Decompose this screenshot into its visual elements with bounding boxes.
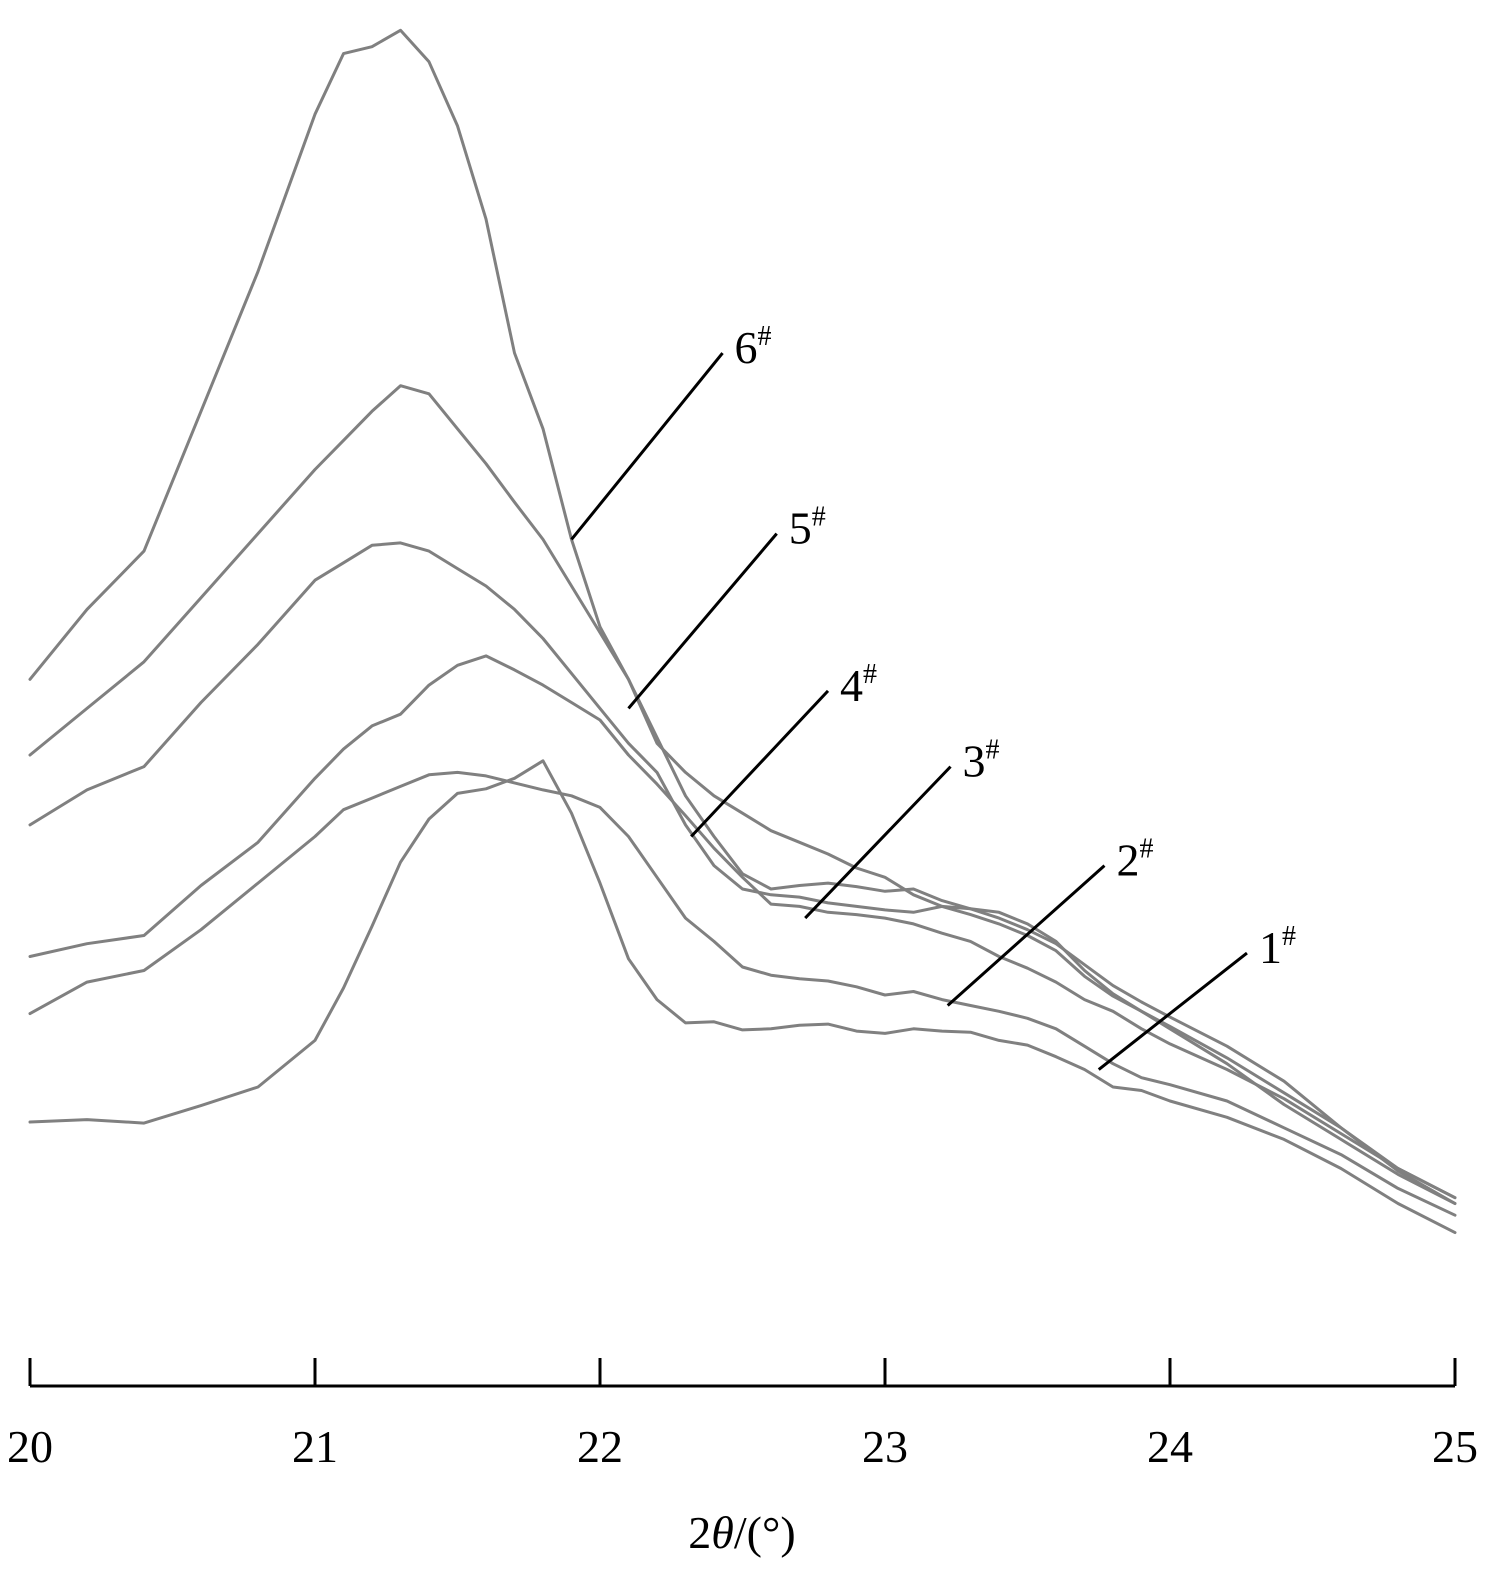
x-tick-label-25: 25 <box>1432 1421 1478 1472</box>
series-label-layer: 1#2#3#4#5#6# <box>735 321 1296 973</box>
series-label-1: 1# <box>1259 921 1296 973</box>
series-label-superscript: # <box>986 735 1000 766</box>
series-label-number: 4 <box>840 660 863 711</box>
series-line-5 <box>28 384 1457 1205</box>
series-label-5: 5# <box>789 502 826 554</box>
series-line-1 <box>28 759 1457 1235</box>
series-line-6 <box>28 28 1457 1200</box>
series-label-number: 3 <box>963 736 986 787</box>
x-axis-label: 2θ/(°) <box>688 1507 795 1558</box>
x-axis-label-prefix: 2 <box>688 1507 711 1558</box>
series-label-number: 2 <box>1116 835 1139 886</box>
x-tick-label-20: 20 <box>7 1421 53 1472</box>
x-axis-label-suffix: /(°) <box>734 1507 796 1558</box>
x-axis-ticks: 20 21 22 23 24 25 <box>7 1358 1478 1472</box>
series-label-6: 6# <box>735 321 772 373</box>
series-label-superscript: # <box>1282 921 1296 952</box>
series-label-number: 6 <box>735 322 758 373</box>
leader-line-5 <box>627 532 778 710</box>
series-label-3: 3# <box>963 735 1000 787</box>
leader-line-3 <box>804 765 952 920</box>
leader-line-2 <box>946 864 1106 1007</box>
series-label-2: 2# <box>1116 834 1153 886</box>
x-tick-label-22: 22 <box>577 1421 623 1472</box>
series-label-superscript: # <box>758 321 772 352</box>
x-tick-label-24: 24 <box>1147 1421 1193 1472</box>
leader-line-6 <box>570 352 724 541</box>
leader-line-4 <box>690 689 830 838</box>
leader-line-1 <box>1097 951 1248 1071</box>
series-label-superscript: # <box>1139 834 1153 865</box>
x-axis-label-theta: θ <box>711 1507 734 1558</box>
x-tick-label-23: 23 <box>862 1421 908 1472</box>
series-label-number: 1 <box>1259 922 1282 973</box>
x-tick-label-21: 21 <box>292 1421 338 1472</box>
series-line-3 <box>28 654 1457 1200</box>
series-label-4: 4# <box>840 659 877 711</box>
series-label-number: 5 <box>789 503 812 554</box>
series-line-2 <box>28 770 1457 1217</box>
series-label-superscript: # <box>863 659 877 690</box>
series-layer <box>28 28 1457 1235</box>
leader-layer <box>570 352 1248 1071</box>
series-label-superscript: # <box>812 502 826 533</box>
